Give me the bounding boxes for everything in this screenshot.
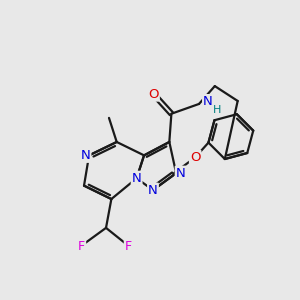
Text: N: N <box>203 95 213 108</box>
Text: N: N <box>132 172 142 185</box>
Text: H: H <box>213 105 222 115</box>
Text: N: N <box>81 149 90 162</box>
Text: F: F <box>78 239 85 253</box>
Text: O: O <box>148 88 159 100</box>
Text: F: F <box>125 239 132 253</box>
Text: N: N <box>148 184 158 196</box>
Text: N: N <box>176 167 185 180</box>
Text: O: O <box>190 151 200 164</box>
